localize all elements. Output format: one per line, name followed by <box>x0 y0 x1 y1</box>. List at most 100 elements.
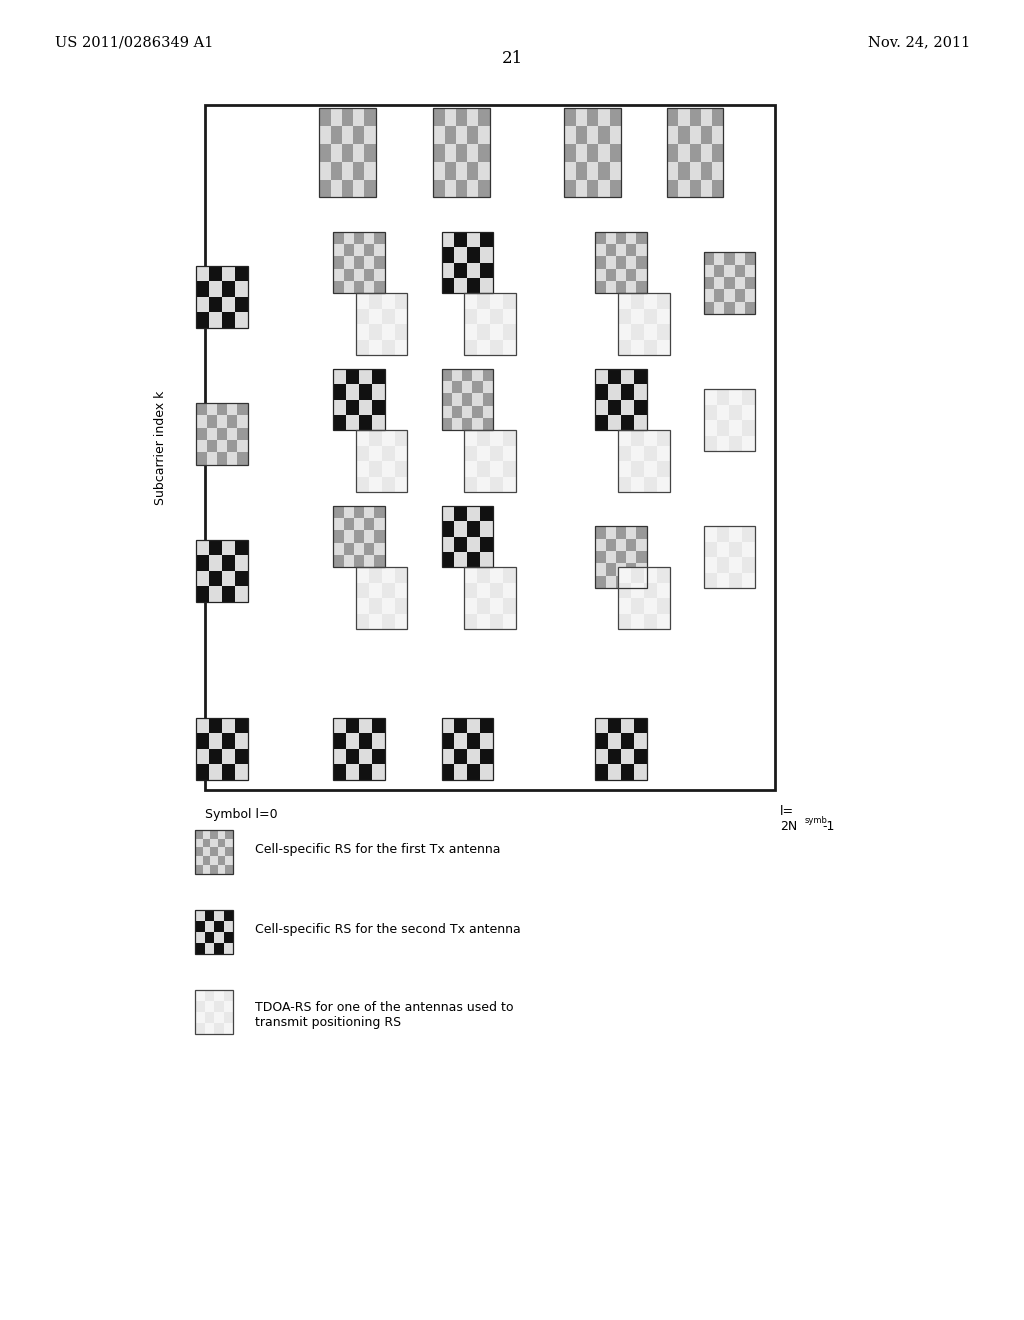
Bar <box>464 430 477 446</box>
Bar <box>356 293 408 355</box>
Bar <box>382 614 394 630</box>
Bar <box>197 748 209 764</box>
Bar <box>622 414 634 430</box>
Bar <box>222 764 234 780</box>
Bar <box>456 127 467 144</box>
Bar <box>467 263 480 279</box>
Bar <box>218 838 225 847</box>
Bar <box>331 162 342 180</box>
Bar <box>631 325 644 339</box>
Bar <box>631 598 644 614</box>
Bar <box>333 232 385 293</box>
Bar <box>441 368 493 430</box>
Bar <box>319 108 376 198</box>
Bar <box>587 180 598 198</box>
Bar <box>480 764 493 780</box>
Bar <box>464 325 477 339</box>
Bar <box>209 556 222 570</box>
Bar <box>564 180 575 198</box>
Bar <box>203 830 210 838</box>
Bar <box>433 162 444 180</box>
Bar <box>353 232 364 244</box>
Bar <box>203 847 210 857</box>
Bar <box>703 436 717 451</box>
Bar <box>319 127 331 144</box>
Bar <box>678 180 689 198</box>
Bar <box>631 614 644 630</box>
Bar <box>195 1023 205 1034</box>
Bar <box>441 506 493 568</box>
Bar <box>217 440 227 453</box>
Bar <box>656 309 670 325</box>
Bar <box>644 446 656 461</box>
Bar <box>223 1001 233 1012</box>
Bar <box>482 368 493 381</box>
Bar <box>656 583 670 598</box>
Bar <box>464 293 477 309</box>
Bar <box>618 293 670 355</box>
Bar <box>464 568 516 630</box>
Bar <box>209 540 222 556</box>
Bar <box>618 293 631 309</box>
Bar <box>356 325 369 339</box>
Bar <box>234 265 248 281</box>
Bar <box>606 550 616 564</box>
Bar <box>464 446 477 461</box>
Bar <box>205 942 214 953</box>
Bar <box>595 718 608 734</box>
Bar <box>467 144 478 162</box>
Bar <box>382 568 394 583</box>
Bar <box>742 557 755 573</box>
Bar <box>343 281 353 293</box>
Bar <box>356 583 369 598</box>
Bar <box>369 309 382 325</box>
Bar <box>195 847 203 857</box>
Bar <box>441 506 493 568</box>
Bar <box>227 403 238 416</box>
Bar <box>700 162 712 180</box>
Bar <box>456 144 467 162</box>
Bar <box>382 309 394 325</box>
Bar <box>598 180 609 198</box>
Bar <box>441 734 455 748</box>
Bar <box>238 428 248 440</box>
Bar <box>644 598 656 614</box>
Bar <box>477 446 490 461</box>
Bar <box>608 414 622 430</box>
Bar <box>195 1001 205 1012</box>
Bar <box>667 127 678 144</box>
Bar <box>333 269 343 281</box>
Bar <box>637 527 647 539</box>
Bar <box>482 418 493 430</box>
Bar <box>634 764 647 780</box>
Bar <box>197 718 248 780</box>
Bar <box>616 539 627 550</box>
Bar <box>609 127 621 144</box>
Bar <box>742 527 755 541</box>
Bar <box>223 932 233 942</box>
Bar <box>195 830 233 874</box>
Bar <box>618 568 631 583</box>
Bar <box>464 614 477 630</box>
Bar <box>358 718 372 734</box>
Bar <box>608 764 622 780</box>
Bar <box>441 405 452 418</box>
Bar <box>372 764 385 780</box>
Bar <box>644 461 656 477</box>
Bar <box>703 252 755 314</box>
Bar <box>197 265 248 327</box>
Bar <box>455 247 467 263</box>
Bar <box>441 764 455 780</box>
Bar <box>595 718 647 780</box>
Bar <box>480 247 493 263</box>
Bar <box>394 614 408 630</box>
Bar <box>441 418 452 430</box>
Bar <box>616 232 627 244</box>
Bar <box>195 990 233 1034</box>
Bar <box>372 718 385 734</box>
Bar <box>729 557 742 573</box>
Bar <box>503 430 516 446</box>
Bar <box>637 232 647 244</box>
Text: 2N: 2N <box>780 820 798 833</box>
Text: -1: -1 <box>822 820 835 833</box>
